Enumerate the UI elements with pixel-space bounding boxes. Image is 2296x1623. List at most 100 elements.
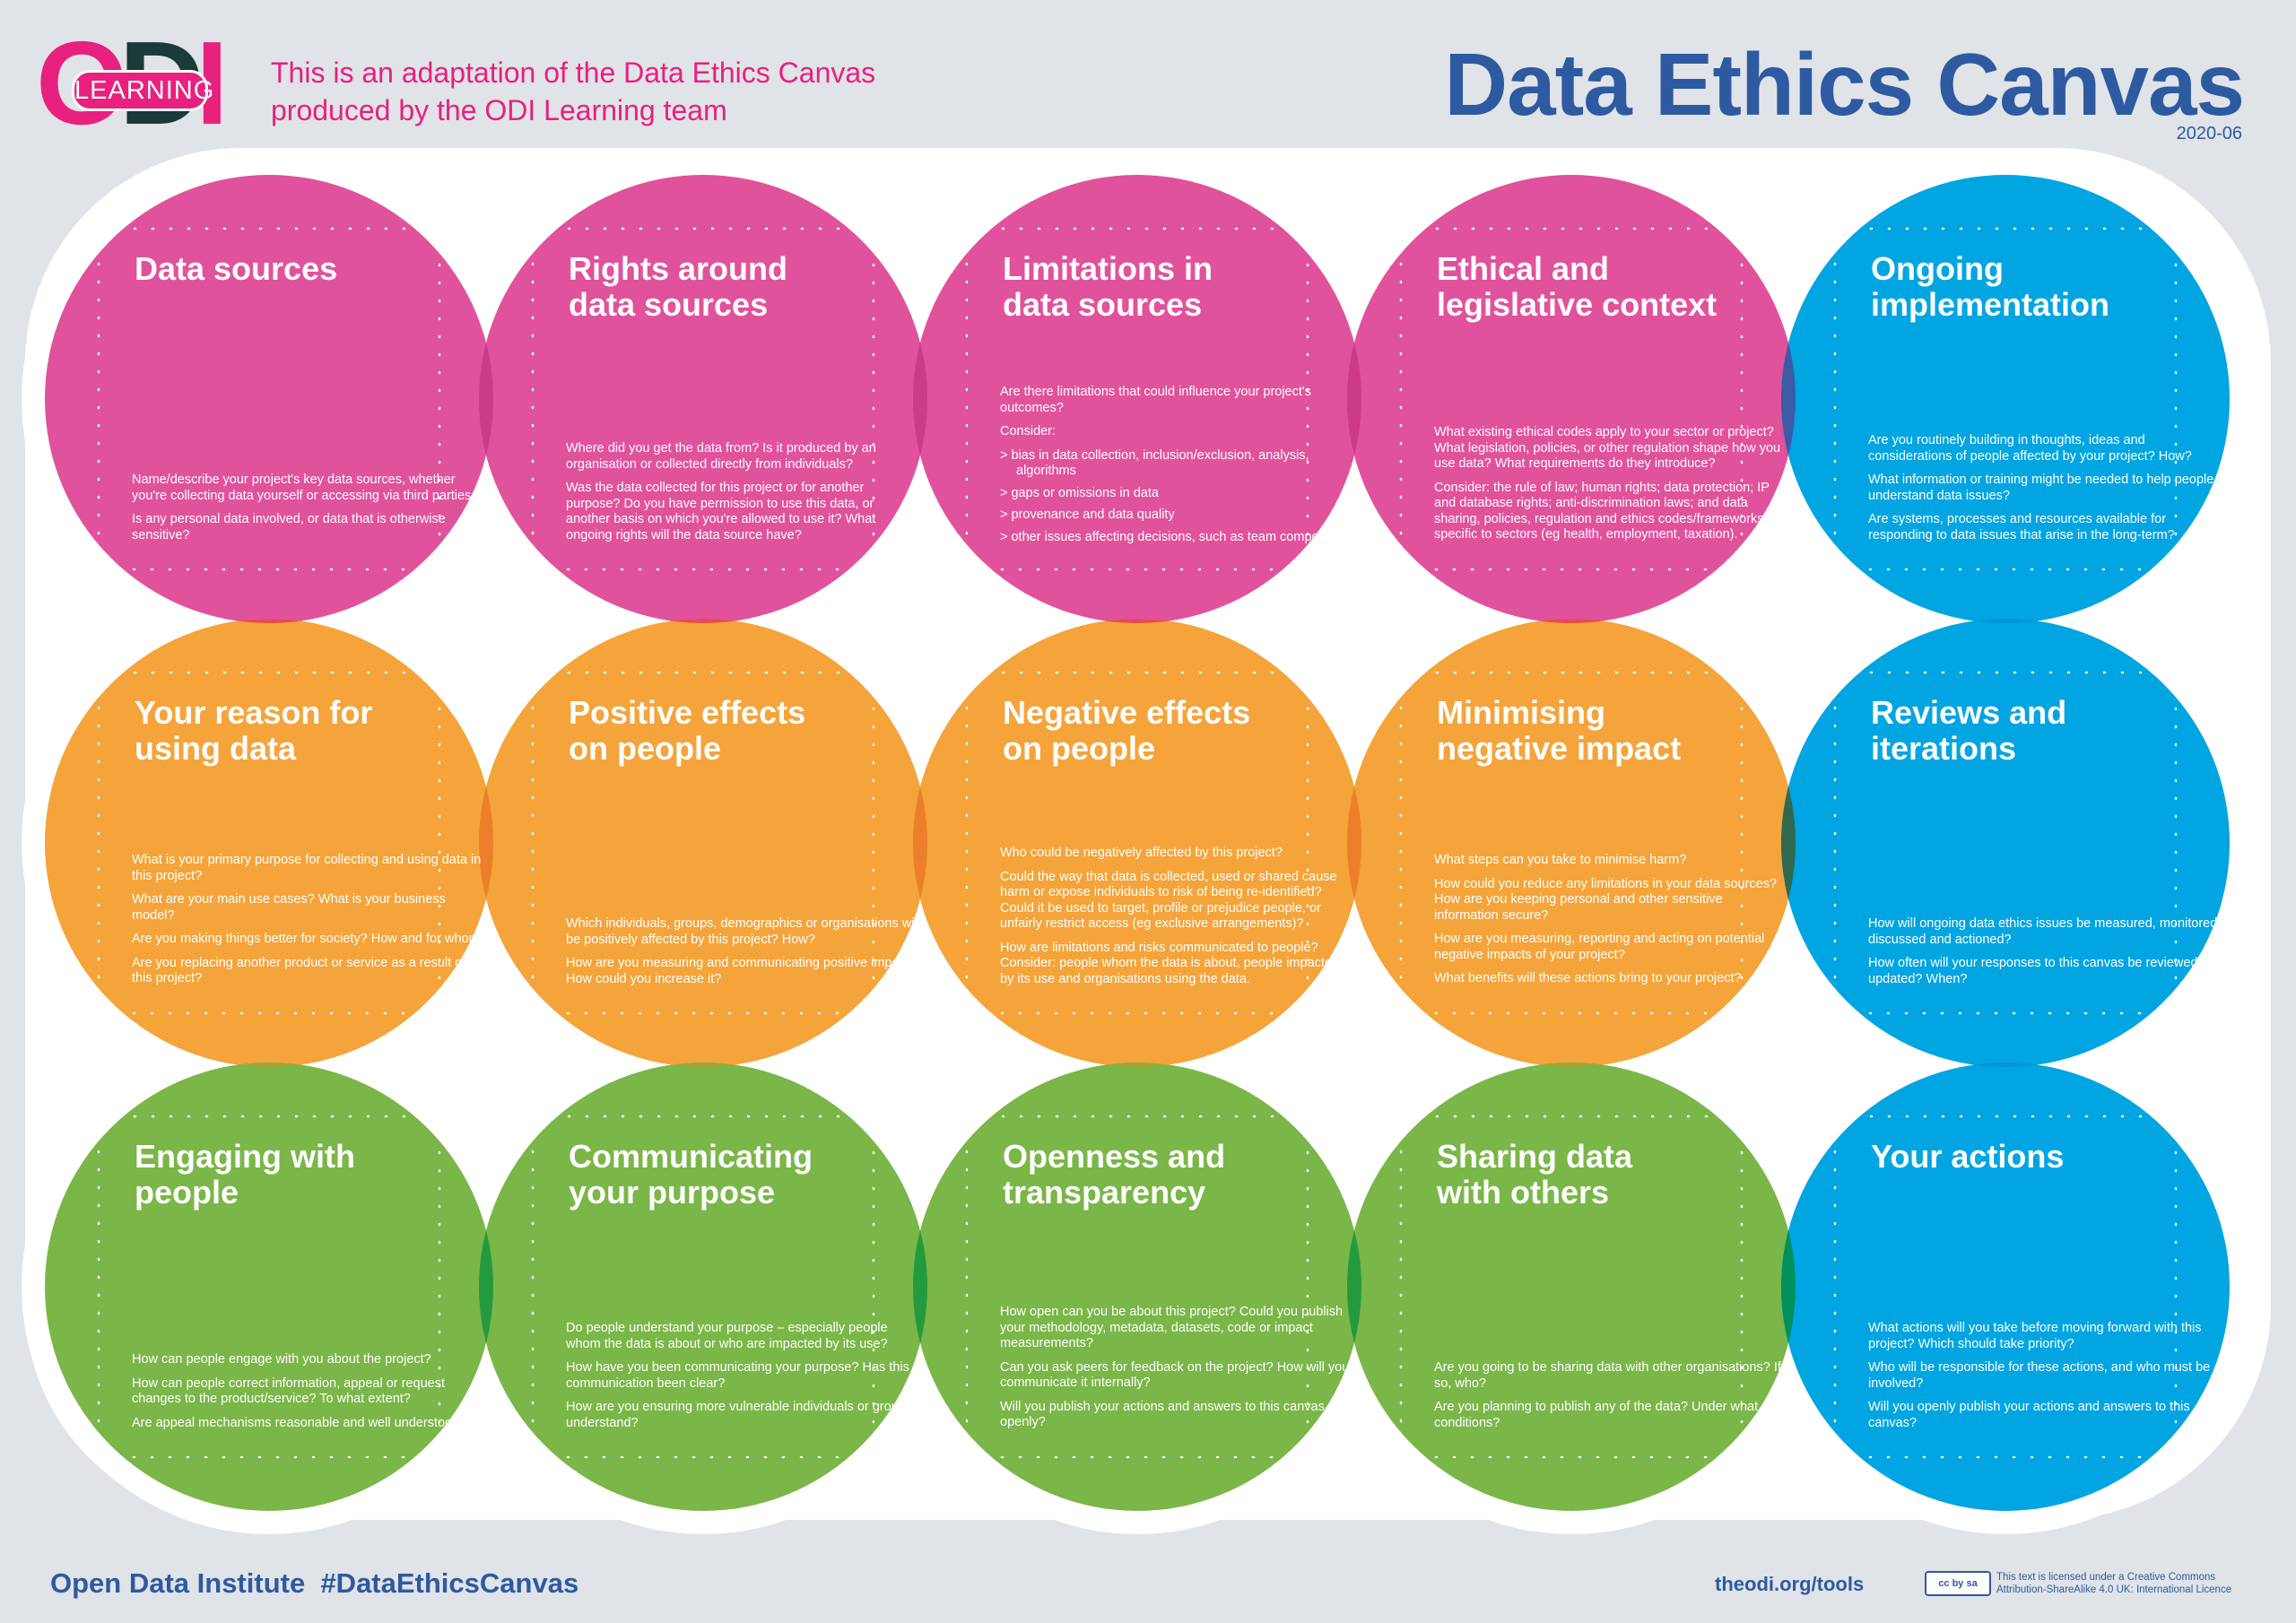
section-prompts: What existing ethical codes apply to you… xyxy=(1434,425,1789,551)
section-title: Your reason for using data xyxy=(135,695,484,767)
section-title: Openness and transparency xyxy=(1003,1139,1352,1211)
section-prompt: Can you ask peers for feedback on the pr… xyxy=(1000,1359,1350,1391)
section-prompt: > other issues affecting decisions, such… xyxy=(1000,529,1350,544)
footer-url-link[interactable]: theodi.org/tools xyxy=(1715,1573,1865,1595)
section-title-line: data sources xyxy=(569,286,769,323)
adaptation-line-1: This is an adaptation of the Data Ethics… xyxy=(271,56,876,89)
section-prompt: Are you replacing another product or ser… xyxy=(132,955,466,986)
section-positive-effects-on-people: Positive effects on people Which individua… xyxy=(566,695,920,986)
section-prompt: How have you been communicating your pur… xyxy=(566,1360,909,1391)
section-prompt: Are appeal mechanisms reasonable and wel… xyxy=(132,1415,467,1430)
section-title-line: data sources xyxy=(1003,286,1203,323)
section-title-line: on people xyxy=(1003,730,1155,767)
section-circle xyxy=(1347,1063,1796,1511)
section-data-sources: Data sources Name/describe your project's… xyxy=(132,251,484,542)
section-openness-and-transparency: Openness and transparency How open can you… xyxy=(1000,1139,1352,1430)
section-title: Sharing data with others xyxy=(1437,1139,1787,1211)
section-circle xyxy=(913,619,1361,1067)
section-prompt: Will you publish your actions and answer… xyxy=(1000,1399,1325,1430)
section-title-line: Engaging with xyxy=(135,1138,355,1175)
section-title: Ongoing implementation xyxy=(1871,251,2221,323)
section-circle xyxy=(479,1063,927,1511)
section-prompt: What actions will you take before moving… xyxy=(1868,1321,2202,1351)
section-prompt: What are your main use cases? What is yo… xyxy=(132,892,446,923)
license-text: This text is licensed under a Creative C… xyxy=(1996,1571,2266,1596)
section-title-line: Your actions xyxy=(1871,1138,2065,1175)
section-title-line: legislative context xyxy=(1437,286,1718,323)
section-prompt: How will ongoing data ethics issues be m… xyxy=(1868,916,2222,947)
section-title-line: on people xyxy=(569,730,721,767)
section-prompt: > gaps or omissions in data xyxy=(1000,485,1159,500)
section-prompts: Are you routinely building in thoughts, … xyxy=(1868,433,2223,551)
section-prompt: > provenance and data quality xyxy=(1000,508,1175,522)
section-circle xyxy=(913,1063,1361,1511)
section-prompt: How often will your responses to this ca… xyxy=(1868,956,2213,986)
section-prompts: Are there limitations that could influen… xyxy=(1000,385,1355,551)
section-ongoing-implementation: Ongoing implementation Are you routinely b… xyxy=(1868,251,2221,542)
section-title-line: Minimising xyxy=(1437,694,1605,731)
section-minimising-negative-impact: Minimising negative impact What steps can … xyxy=(1434,695,1787,986)
section-title-line: using data xyxy=(135,730,297,767)
adaptation-line-2: produced by the ODI Learning team xyxy=(271,94,727,126)
section-title: Your actions xyxy=(1871,1139,2221,1175)
footer-hashtag: #DataEthicsCanvas xyxy=(320,1567,579,1599)
section-circle xyxy=(45,1063,493,1511)
section-title-line: Ethical and xyxy=(1437,250,1610,287)
section-prompt: How can people correct information, appe… xyxy=(132,1376,445,1407)
section-prompt: How are you measuring and communicating … xyxy=(566,956,917,986)
header: ODI LEARNING This is an adaptation of th… xyxy=(0,0,2296,152)
section-prompts: Name/describe your project's key data so… xyxy=(132,473,487,551)
section-prompt: > bias in data collection, inclusion/exc… xyxy=(1000,447,1309,479)
section-title-line: Your reason for xyxy=(135,694,373,731)
section-prompt: How are you measuring, reporting and act… xyxy=(1434,932,1765,962)
section-prompts: Are you going to be sharing data with ot… xyxy=(1434,1360,1789,1439)
section-prompt: What steps can you take to minimise harm… xyxy=(1434,853,1687,867)
section-title: Data sources xyxy=(135,251,484,287)
section-rights-around-data-sources: Rights around data sources Where did you g… xyxy=(566,251,918,542)
section-circle xyxy=(1781,1063,2230,1511)
section-title-line: Rights around xyxy=(569,250,787,287)
section-prompt: Consider: the rule of law; human rights;… xyxy=(1434,480,1770,542)
section-prompt: What information or training might be ne… xyxy=(1868,473,2214,503)
creative-commons-icon: cc by sa xyxy=(1925,1571,1991,1596)
section-sharing-data-with-others: Sharing data with others Are you going to … xyxy=(1434,1139,1787,1430)
section-prompts: Where did you get the data from? Is it p… xyxy=(566,441,921,551)
section-engaging-with-people: Engaging with people How can people engage… xyxy=(132,1138,484,1430)
section-prompts: How open can you be about this project? … xyxy=(1000,1305,1355,1439)
section-title-line: people xyxy=(135,1174,239,1211)
section-ethical-and-legislative-context: Ethical and legislative context What exist… xyxy=(1434,251,1787,542)
section-circle xyxy=(479,619,927,1067)
section-title-line: iterations xyxy=(1871,730,2017,767)
section-prompt: How are you ensuring more vulnerable ind… xyxy=(566,1400,913,1430)
section-title: Minimising negative impact xyxy=(1437,695,1787,767)
section-prompt: How could you reduce any limitations in … xyxy=(1434,876,1778,923)
section-title: Reviews and iterations xyxy=(1871,695,2221,767)
section-prompt: How open can you be about this project? … xyxy=(1000,1305,1344,1350)
section-communicating-your-purpose: Communicating your purpose Do people under… xyxy=(566,1139,918,1430)
section-title: Ethical and legislative context xyxy=(1437,251,1787,323)
section-title: Rights around data sources xyxy=(569,251,918,323)
section-title-line: Communicating xyxy=(569,1138,813,1175)
footer-org-line: Open Data Institute #DataEthicsCanvas xyxy=(50,1567,578,1600)
adaptation-note: This is an adaptation of the Data Ethics… xyxy=(271,54,1078,129)
section-prompts: What steps can you take to minimise harm… xyxy=(1434,853,1789,995)
section-prompt: How are limitations and risks communicat… xyxy=(1000,940,1340,986)
section-title: Communicating your purpose xyxy=(569,1139,918,1211)
logo-badge-label: LEARNING xyxy=(72,70,213,111)
section-your-reason-for-using-data: Your reason for using data What is your pr… xyxy=(132,695,487,986)
section-circle xyxy=(1347,619,1796,1067)
section-circle xyxy=(1781,619,2230,1067)
section-title: Limitations in data sources xyxy=(1003,251,1352,323)
section-prompt: Is any personal data involved, or data t… xyxy=(132,512,446,542)
section-prompts: What is your primary purpose for collect… xyxy=(132,853,487,995)
section-your-actions: Your actions What actions will you take b… xyxy=(1868,1139,2221,1430)
odi-learning-logo: ODI LEARNING xyxy=(36,24,242,143)
section-circle xyxy=(913,175,1361,623)
section-circle xyxy=(1347,175,1796,623)
section-title-line: Ongoing xyxy=(1871,250,2004,287)
section-circle xyxy=(45,175,493,623)
section-prompt: Do people understand your purpose – espe… xyxy=(566,1321,888,1351)
section-title-line: implementation xyxy=(1871,286,2110,323)
section-prompt: Are you planning to publish any of the d… xyxy=(1434,1400,1759,1430)
section-prompt: Name/describe your project's key data so… xyxy=(132,473,475,503)
